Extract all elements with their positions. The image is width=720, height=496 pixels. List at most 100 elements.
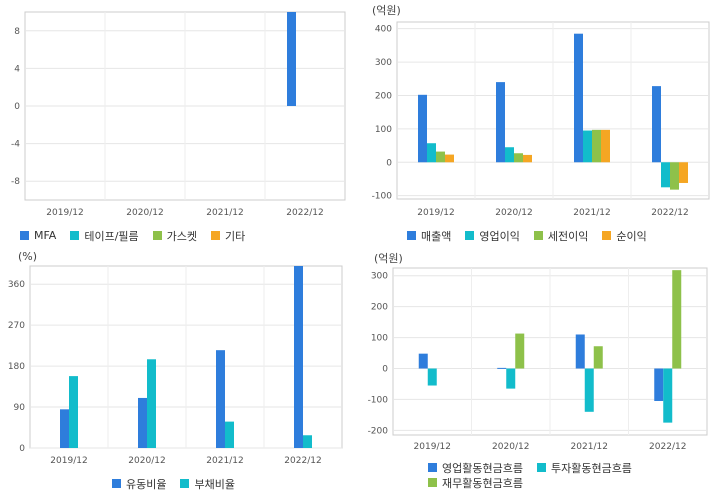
legend-row: 영업활동현금흐름 투자활동현금흐름 bbox=[428, 460, 646, 475]
x-tick-label: 2022/12 bbox=[286, 208, 323, 218]
legend-swatch bbox=[20, 231, 29, 240]
legend-item[interactable]: 영업활동현금흐름 bbox=[428, 460, 523, 476]
y-tick-label: 8 bbox=[14, 27, 20, 37]
x-tick-label: 2020/12 bbox=[128, 456, 165, 466]
x-tick-label: 2022/12 bbox=[651, 208, 688, 218]
bar bbox=[294, 266, 303, 448]
legend-item[interactable]: 매출액 bbox=[407, 228, 451, 244]
legend-item[interactable]: 영업이익 bbox=[465, 228, 520, 244]
bar bbox=[418, 94, 427, 163]
y-tick-label: 400 bbox=[375, 25, 392, 35]
legend-item[interactable]: 순이익 bbox=[602, 228, 647, 244]
y-tick-label: -8 bbox=[11, 177, 20, 187]
bar bbox=[583, 130, 592, 163]
bar bbox=[427, 143, 436, 163]
x-tick-label: 2021/12 bbox=[571, 442, 608, 452]
legend-label: 매출액 bbox=[421, 229, 452, 243]
y-tick-label: 200 bbox=[375, 91, 392, 101]
bar bbox=[496, 82, 505, 163]
y-tick-label: 200 bbox=[371, 303, 388, 313]
bar bbox=[663, 368, 673, 423]
legend-item[interactable]: 유동비율 bbox=[112, 476, 166, 492]
legend-item[interactable]: 세전이익 bbox=[533, 228, 588, 244]
bar bbox=[593, 346, 603, 369]
cashflow-chart-svg: 300 200 100 0 -100 -200 2019/12 2020/12 2021/12 2… bbox=[368, 267, 708, 452]
legend-swatch bbox=[152, 231, 162, 240]
x-tick-label: 2019/12 bbox=[50, 456, 87, 466]
legend-swatch bbox=[536, 463, 546, 472]
legend-item[interactable]: 가스켓 bbox=[152, 228, 197, 244]
legend: 매출액 영업이익 세전이익 순이익 bbox=[407, 228, 661, 243]
x-tick-label: 2020/12 bbox=[492, 442, 529, 452]
legend: 유동비율 부채비율 bbox=[112, 476, 249, 491]
cashflow-chart: (억원) 300 200 100 0 -100 -200 2019/12 2020/12 202… bbox=[360, 248, 720, 496]
bar bbox=[514, 153, 523, 163]
bar bbox=[138, 397, 147, 448]
legend-label: MFA bbox=[34, 229, 57, 242]
y-tick-label: 270 bbox=[8, 321, 25, 331]
bar bbox=[147, 359, 156, 448]
y-tick-label: 0 bbox=[14, 102, 20, 112]
legend-item[interactable]: 부채비율 bbox=[180, 476, 235, 492]
legend-row: 재무활동현금흐름 bbox=[428, 475, 646, 490]
y-tick-label: 0 bbox=[386, 158, 392, 168]
bar bbox=[575, 334, 585, 369]
y-tick-label: 180 bbox=[8, 362, 25, 372]
legend-item[interactable]: 테이프/필름 bbox=[70, 228, 139, 244]
legend-label: 테이프/필름 bbox=[84, 229, 139, 243]
legend-row: MFA 테이프/필름 가스켓 기타 bbox=[20, 228, 259, 243]
legend-label: 기타 bbox=[225, 229, 246, 243]
x-tick-label: 2022/12 bbox=[284, 456, 321, 466]
segment-sales-chart-svg: 8 4 0 -4 -8 2019/12 2020/12 2021/12 2022/12 bbox=[11, 11, 346, 218]
x-tick-label: 2020/12 bbox=[126, 208, 163, 218]
legend-label: 유동비율 bbox=[126, 477, 167, 491]
legend-swatch bbox=[407, 231, 416, 240]
bar bbox=[216, 350, 225, 448]
x-tick-label: 2019/12 bbox=[417, 208, 454, 218]
bar bbox=[679, 162, 688, 183]
bar bbox=[60, 409, 69, 448]
x-tick-label: 2022/12 bbox=[649, 442, 686, 452]
bar bbox=[445, 154, 454, 163]
bar bbox=[287, 12, 296, 106]
legend-swatch bbox=[112, 479, 121, 488]
legend-item[interactable]: 재무활동현금흐름 bbox=[428, 475, 523, 491]
bar bbox=[652, 86, 661, 163]
legend: MFA 테이프/필름 가스켓 기타 bbox=[20, 228, 259, 243]
unit-label: (억원) bbox=[374, 252, 403, 265]
bar bbox=[515, 333, 525, 369]
legend-label: 영업활동현금흐름 bbox=[442, 461, 523, 475]
x-tick-label: 2020/12 bbox=[495, 208, 532, 218]
y-tick-label: 100 bbox=[371, 334, 388, 344]
legend-row: 유동비율 부채비율 bbox=[112, 476, 249, 491]
y-tick-label: 100 bbox=[375, 125, 392, 135]
bar bbox=[497, 367, 507, 369]
bar bbox=[506, 368, 516, 389]
income-chart: (억원) 400 300 200 100 0 -100 2019/12 2020/12 2021… bbox=[360, 0, 720, 248]
y-tick-label: 300 bbox=[375, 58, 392, 68]
bar bbox=[672, 270, 682, 369]
legend-swatch bbox=[428, 478, 437, 487]
bar bbox=[225, 421, 234, 448]
y-tick-label: -200 bbox=[368, 426, 389, 436]
legend-item[interactable]: MFA bbox=[20, 229, 56, 242]
bar bbox=[427, 368, 437, 386]
legend-item[interactable]: 투자활동현금흐름 bbox=[536, 460, 632, 476]
legend-swatch bbox=[602, 231, 612, 240]
legend-label: 영업이익 bbox=[479, 229, 520, 243]
bar bbox=[69, 376, 78, 448]
legend-item[interactable]: 기타 bbox=[211, 228, 245, 244]
legend-row: 매출액 영업이익 세전이익 순이익 bbox=[407, 228, 661, 243]
unit-label: (억원) bbox=[372, 4, 401, 17]
y-tick-label: 4 bbox=[14, 64, 20, 74]
bar bbox=[601, 129, 610, 163]
legend-swatch bbox=[428, 463, 437, 472]
y-tick-label: 360 bbox=[8, 280, 25, 290]
segment-sales-chart: 8 4 0 -4 -8 2019/12 2020/12 2021/12 2022/12 MFA 테… bbox=[0, 0, 360, 248]
y-tick-label: 300 bbox=[371, 272, 388, 282]
y-tick-label: 0 bbox=[19, 444, 25, 454]
bar bbox=[303, 435, 312, 448]
ratio-chart-svg: 360 270 180 90 0 2019/12 2020/12 2021/12 2022/12 bbox=[8, 265, 343, 466]
y-tick-label: 90 bbox=[14, 403, 26, 413]
x-tick-label: 2021/12 bbox=[573, 208, 610, 218]
